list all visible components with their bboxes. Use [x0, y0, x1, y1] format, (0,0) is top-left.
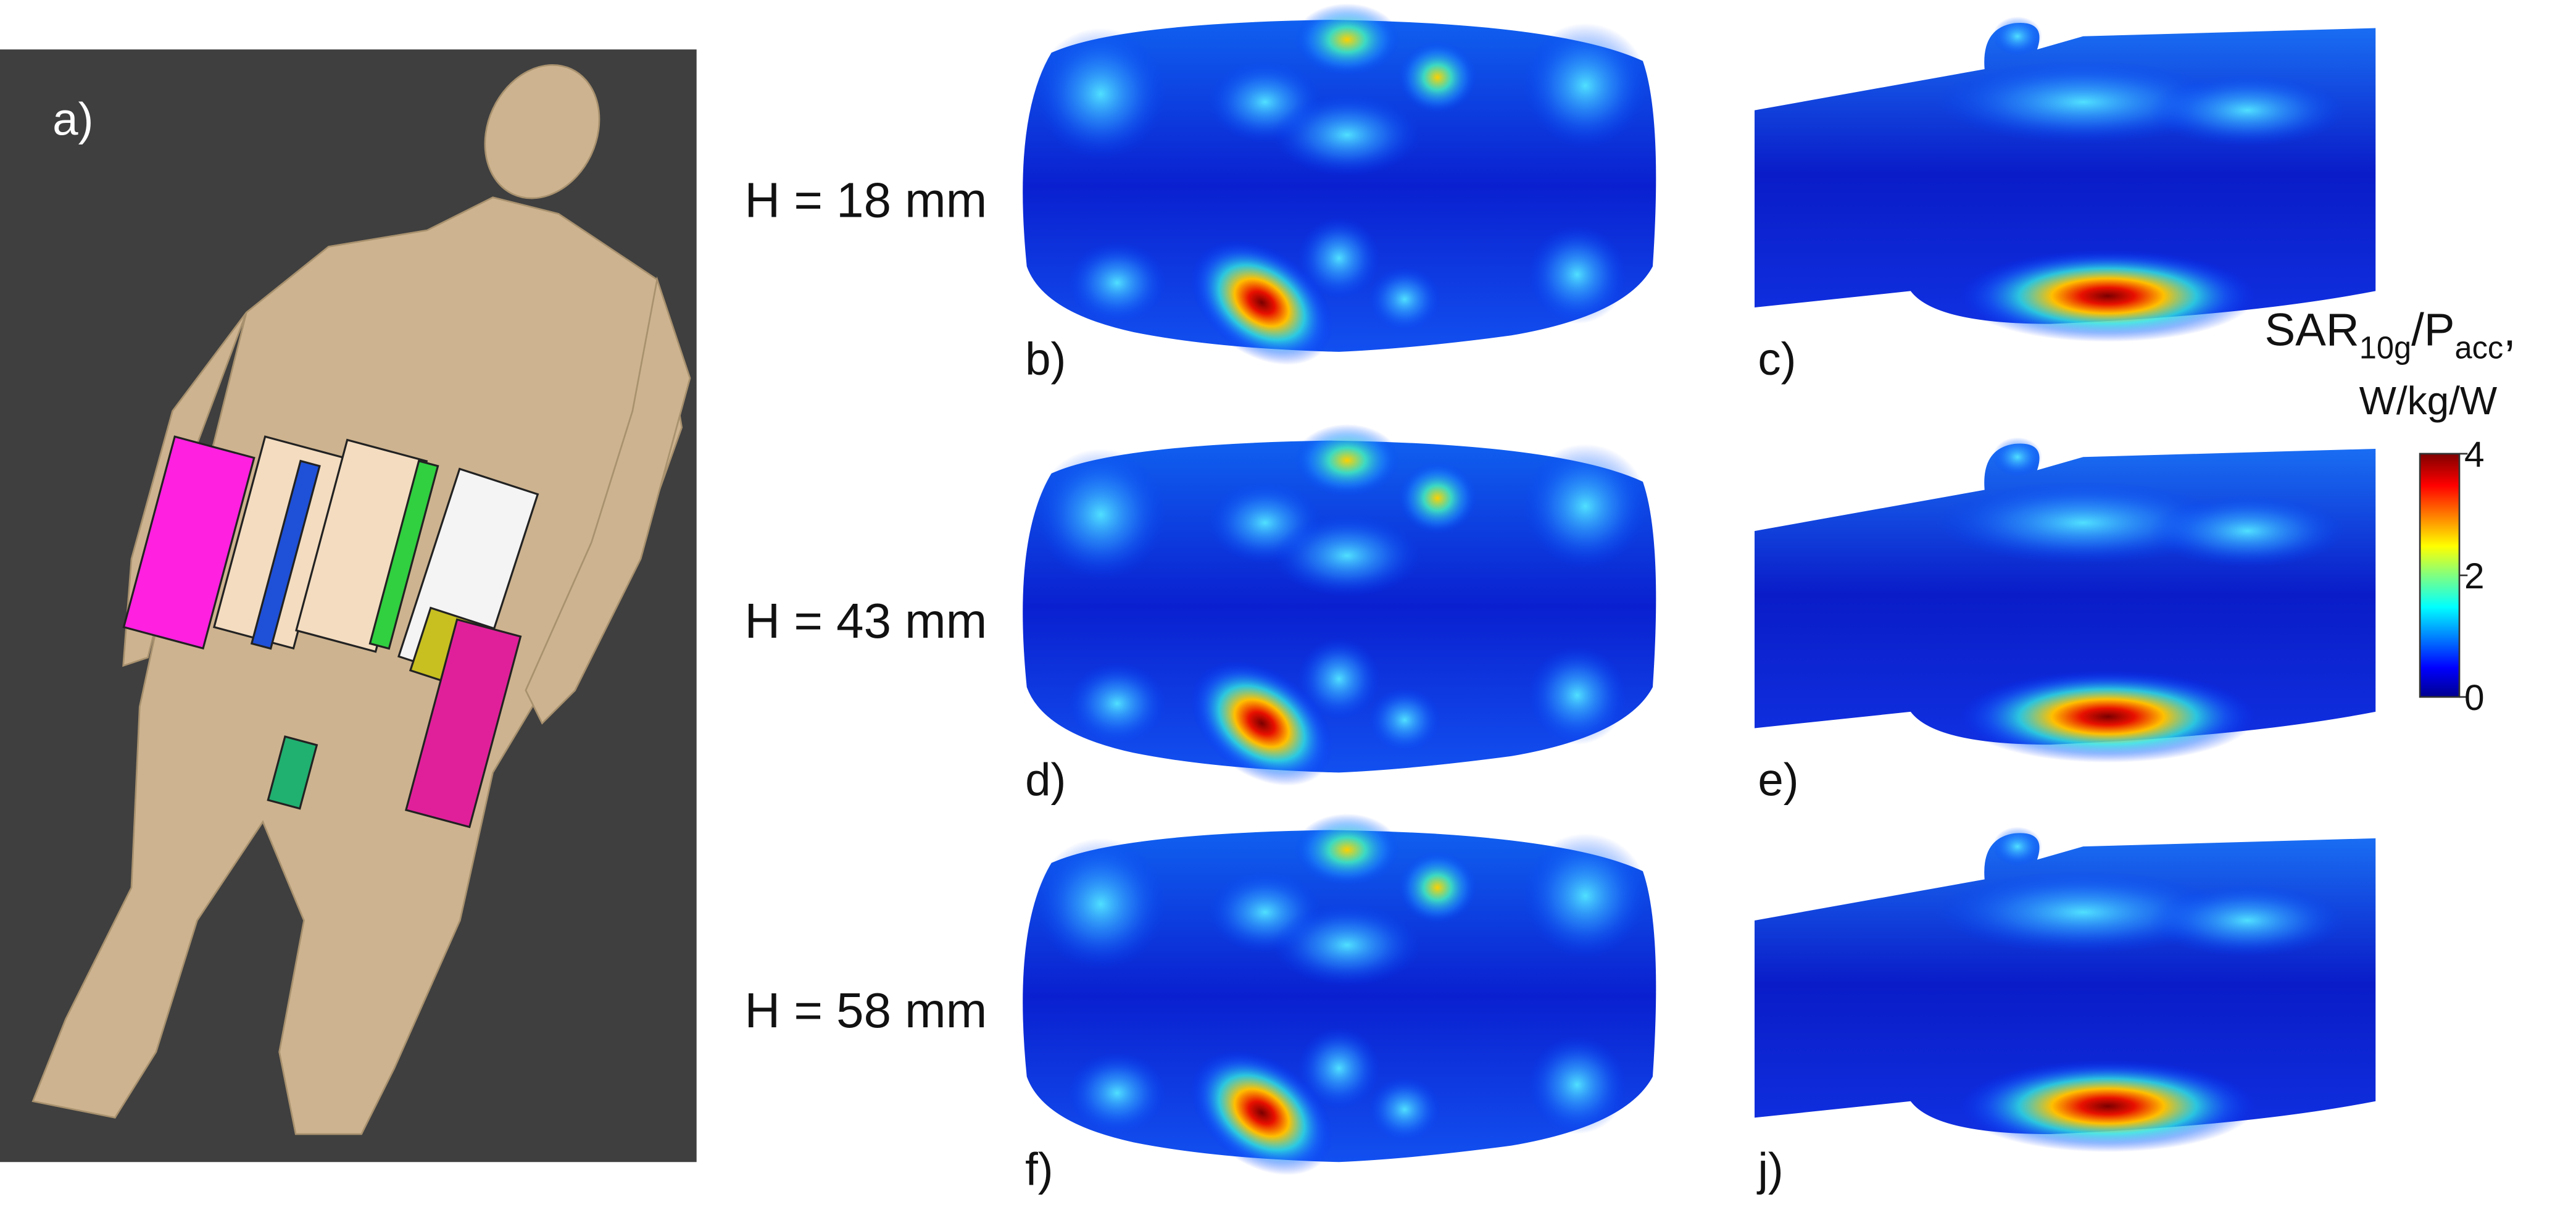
sar-hotspot [1523, 23, 1648, 148]
sar-hotspot [1273, 93, 1421, 177]
axial-outline [1023, 20, 1656, 352]
colorbar-tick-label: 2 [2464, 556, 2485, 596]
sar-hotspot [1297, 638, 1381, 720]
sar-hotspot [1294, 424, 1400, 497]
height-label: H = 18 mm [745, 173, 987, 228]
title-tail: , [2503, 304, 2516, 355]
sar-hotspot [1368, 687, 1441, 753]
axial-map [1023, 424, 1656, 786]
sar-hotspot [1527, 646, 1627, 745]
sar-hotspot [1368, 1076, 1441, 1143]
title-mid: /P [2411, 304, 2454, 355]
sar-hotspot [1190, 240, 1333, 365]
sar-hotspot [1273, 904, 1421, 987]
sar-hotspot [1959, 1060, 2256, 1153]
title-sub: acc [2455, 330, 2504, 365]
sar-hotspot [1297, 217, 1381, 299]
sar-hotspot [1523, 443, 1648, 569]
panel-label: c) [1758, 333, 1796, 385]
panel-label: e) [1758, 754, 1798, 806]
sar-hotspot [1190, 661, 1333, 786]
panel-label: f) [1025, 1144, 1053, 1195]
title-base: SAR [2264, 304, 2359, 355]
sar-hotspot [1068, 662, 1167, 745]
sar-hotspot [1297, 1027, 1381, 1110]
axial-outline [1023, 440, 1656, 773]
sar-hotspot [1398, 851, 1477, 924]
colorbar: SAR10g/Pacc, W/kg/W 0 2 4 [2264, 304, 2516, 718]
sar-hotspot [1523, 833, 1648, 959]
panel-label: d) [1025, 754, 1066, 806]
axial-map [1023, 813, 1656, 1175]
sagittal-map [1755, 437, 2376, 763]
sar-hotspot [1273, 514, 1421, 597]
sar-hotspot [1992, 16, 2042, 56]
sar-hotspot [1068, 1051, 1167, 1135]
title-sub: 10g [2359, 330, 2411, 365]
sar-hotspot [2148, 74, 2346, 147]
sagittal-map [1755, 16, 2376, 342]
sar-hotspot [1190, 1050, 1333, 1175]
sar-hotspot [1527, 225, 1627, 324]
height-label: H = 43 mm [745, 593, 987, 648]
height-label: H = 58 mm [745, 983, 987, 1038]
sar-hotspot [2148, 884, 2346, 957]
labels: H = 18 mm b) c) H = 43 mm d) e) H = 58 mm f) j) [745, 173, 1799, 1195]
coil-array [122, 435, 539, 829]
sagittal-map [1755, 827, 2376, 1153]
sar-hotspot [1035, 448, 1167, 580]
sar-hotspot [1527, 1035, 1627, 1135]
colorbar-tick-label: 0 [2464, 678, 2485, 718]
colorbar-unit: W/kg/W [2359, 378, 2498, 423]
axial-outline [1023, 830, 1656, 1162]
colorbar-gradient [2419, 453, 2461, 698]
sar-hotspot [1368, 266, 1441, 332]
sar-hotspot [1294, 3, 1400, 76]
sar-hotspot [1035, 28, 1167, 160]
axial-map [1023, 3, 1656, 365]
sar-hotspot [1294, 813, 1400, 887]
colorbar-tick-label: 4 [2464, 435, 2485, 475]
panel-label: b) [1025, 333, 1066, 385]
sar-hotspot [1398, 41, 1477, 114]
sar-hotspot [1035, 838, 1167, 970]
sar-hotspot [2148, 495, 2346, 567]
panel-a: a) [0, 49, 697, 1162]
sar-hotspot [1068, 241, 1167, 324]
sar-hotspot [1959, 670, 2256, 763]
colorbar-title: SAR10g/Pacc, [2264, 304, 2516, 365]
sar-hotspot [1992, 437, 2042, 477]
panel-label: a) [52, 94, 93, 145]
sar-hotspot [1959, 249, 2256, 342]
heatmaps [1023, 3, 2376, 1175]
sar-hotspot [1398, 462, 1477, 535]
sar-hotspot [1992, 827, 2042, 867]
panel-label: j) [1756, 1144, 1783, 1195]
